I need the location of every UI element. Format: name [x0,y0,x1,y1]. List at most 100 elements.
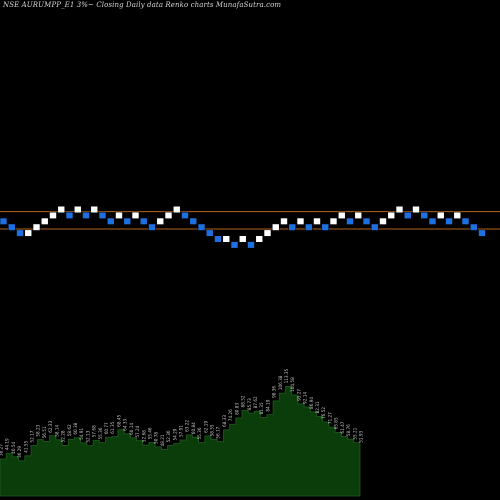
renko-brick-down [98,211,107,220]
volume-value-label: 86.94 [309,397,314,409]
volume-value-label: 57.68 [92,425,97,437]
volume-value-label: 58.62 [67,424,72,436]
volume-value-label: 58.23 [36,424,41,436]
renko-brick-up [337,211,346,220]
volume-value-label: 65.85 [334,417,339,429]
renko-brick-up [395,205,404,214]
volume-value-label: 55.36 [98,427,103,439]
renko-brick-up [313,217,321,225]
volume-value-label: 82.31 [315,401,320,413]
renko-brick-up [263,229,272,237]
volume-value-label: 56.51 [42,426,47,438]
volume-value-label: 38.27 [0,444,4,456]
renko-brick-up [49,211,57,220]
renko-bricks [0,205,486,249]
volume-value-label: 71.27 [327,412,332,424]
volume-value-label: 52.36 [166,430,171,442]
renko-brick-up [32,223,41,231]
renko-brick-down [370,223,379,231]
volume-value-label: 57.24 [135,425,140,437]
volume-value-label: 55.46 [147,427,152,439]
renko-brick-down [82,211,90,220]
volume-value-label: 55.21 [352,427,357,439]
volume-value-label: 62.33 [48,420,53,432]
renko-brick-down [7,223,16,231]
volume-value-label: 95.27 [296,389,301,401]
renko-brick-up [115,211,123,220]
renko-brick-up [164,211,173,220]
renko-brick-up [296,217,305,225]
renko-brick-up [57,205,66,214]
volume-value-label: 104.58 [290,377,295,392]
renko-brick-up [379,217,387,225]
renko-brick-up [354,211,363,220]
volume-value-label: 51.93 [359,430,364,442]
chart-title: NSE AURUMPP_E1 3%~ Closing Daily data Re… [3,1,282,9]
renko-brick-down [478,229,486,237]
volume-value-label: 52.28 [61,430,66,442]
renko-brick-down [362,217,371,225]
renko-brick-up [329,217,338,225]
volume-value-label: 98.36 [272,386,277,398]
volume-value-label: 88.52 [241,395,246,407]
renko-brick-down [230,241,239,249]
volume-value-label: 55.36 [197,427,202,439]
renko-brick-up [280,217,288,225]
volume-value-label: 85.73 [247,398,252,410]
volume-value-label: 58.14 [54,424,59,436]
renko-brick-down [197,223,206,231]
volume-value-label: 52.13 [85,430,90,442]
volume-area [0,386,361,497]
volume-value-label: 58.76 [346,424,351,436]
volume-value-label: 60.14 [129,423,134,435]
renko-brick-down [469,223,478,231]
renko-brick-down [65,211,74,220]
renko-brick-down [346,217,354,225]
renko-brick-down [181,211,189,220]
volume-value-label: 63.22 [185,420,190,432]
renko-brick-up [156,217,165,225]
volume-value-label: 106.38 [278,375,283,390]
volume-value-label: 60.77 [104,422,109,434]
renko-brick-down [428,217,437,225]
renko-brick-up [222,235,231,243]
renko-brick-down [148,223,156,231]
renko-brick-up [453,211,462,220]
renko-brick-up [387,211,396,220]
renko-brick-down [247,241,255,249]
volume-value-label: 54.91 [79,428,84,440]
volume-value-label: 60.38 [73,422,78,434]
renko-brick-up [255,235,264,243]
volume-value-label: 84.19 [265,399,270,411]
renko-brick-down [420,211,429,220]
renko-brick-up [271,223,280,231]
renko-brick-down [304,223,313,231]
renko-brick-down [321,223,330,231]
volume-value-label: 52.17 [30,430,35,442]
volume-value-label: 54.29 [172,428,177,440]
volume-value-label: 57.91 [179,425,184,437]
volume-value-label: 68.45 [116,415,121,427]
volume-value-label: 36.29 [17,446,22,458]
renko-brick-up [90,205,99,214]
volume-value-label: 61.47 [340,421,345,433]
volume-value-label: 50.78 [154,432,159,444]
volume-value-label: 44.19 [5,438,10,450]
renko-brick-up [40,217,49,225]
volume-value-label: 92.14 [303,392,308,404]
volume-value-label: 48.21 [160,434,165,446]
volume-value-label: 58.55 [210,424,215,436]
renko-brick-down [139,217,148,225]
volume-value-label: 60.84 [191,422,196,434]
renko-brick-down [16,229,24,237]
volume-value-label: 76.52 [321,407,326,419]
renko-brick-up [436,211,445,220]
volume-value-label: 81.35 [259,402,264,414]
renko-brick-up [172,205,181,214]
renko-brick-down [288,223,297,231]
volume-value-label: 62.19 [203,421,208,433]
volume-value-label: 80.83 [234,403,239,415]
volume-value-label: 56.17 [216,426,221,438]
